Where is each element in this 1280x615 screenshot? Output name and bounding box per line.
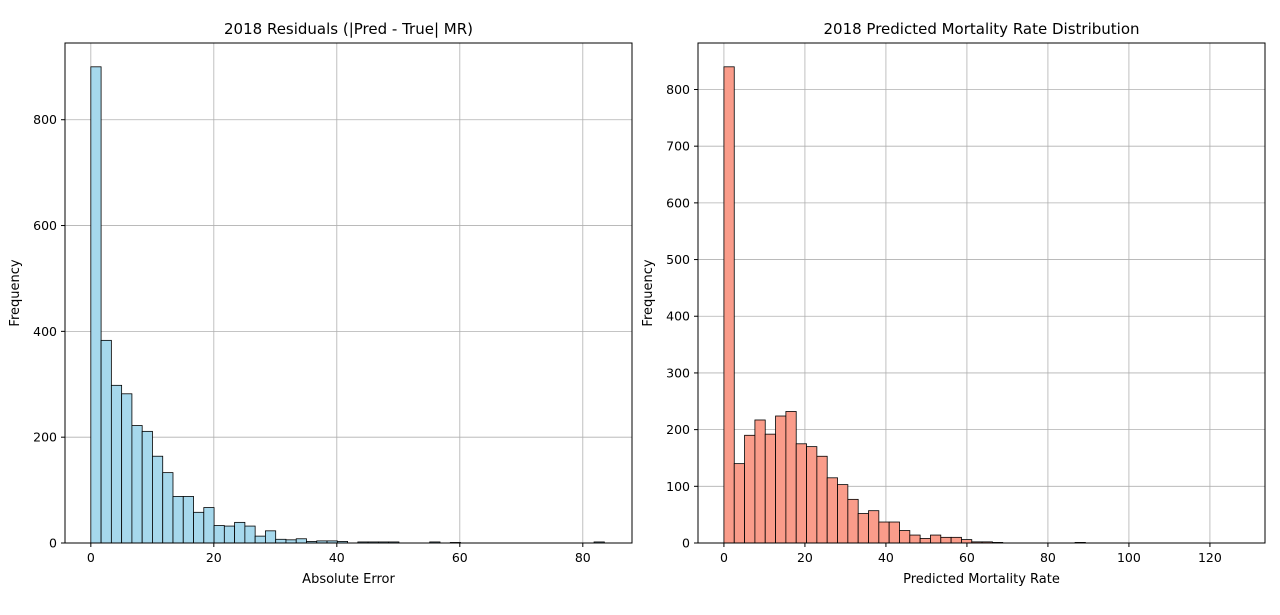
histogram-bar: [764, 433, 776, 544]
y-axis-label: Frequency: [641, 259, 656, 326]
histogram-bar: [131, 425, 143, 544]
histogram-bar: [141, 430, 153, 544]
histogram-bar: [878, 521, 890, 544]
y-tick-label: 200: [33, 430, 57, 445]
histogram-bar: [899, 530, 911, 544]
plot-frame: [697, 42, 1266, 544]
y-tick-label: 400: [666, 309, 690, 324]
histogram-bar: [826, 477, 838, 544]
histogram-bar: [203, 507, 215, 544]
histogram-bar: [816, 455, 828, 544]
y-tick-label: 600: [666, 195, 690, 210]
histogram-bar: [950, 536, 962, 544]
histogram-bar: [961, 539, 973, 544]
histogram-bar: [785, 411, 797, 544]
histogram-bar: [295, 538, 307, 544]
x-tick-label: 40: [329, 550, 345, 565]
x-tick-label: 20: [206, 550, 222, 565]
x-axis-label: Predicted Mortality Rate: [903, 572, 1060, 587]
x-tick-label: 80: [575, 550, 591, 565]
x-tick-label: 60: [452, 550, 468, 565]
y-tick-label: 500: [666, 252, 690, 267]
histogram-bar: [888, 521, 900, 544]
y-tick-label: 200: [666, 422, 690, 437]
histogram-bar: [244, 525, 256, 544]
histogram-bar: [100, 339, 112, 544]
histogram-bar: [754, 419, 766, 544]
histogram-bar: [930, 534, 942, 544]
x-tick-label: 20: [797, 550, 813, 565]
histogram-bar: [90, 66, 102, 544]
histogram-bar: [265, 530, 277, 544]
y-tick-label: 800: [666, 82, 690, 97]
histogram-bar: [162, 472, 174, 544]
chart-title: 2018 Predicted Mortality Rate Distributi…: [823, 20, 1139, 38]
y-tick-label: 0: [49, 536, 57, 551]
histogram-bar: [121, 393, 133, 544]
x-tick-label: 0: [720, 550, 728, 565]
y-axis-label: Frequency: [8, 259, 23, 326]
x-tick-label: 120: [1198, 550, 1222, 565]
x-axis-label: Absolute Error: [302, 572, 395, 587]
histogram-bar: [837, 484, 849, 544]
histogram-bar: [254, 535, 266, 544]
predicted-mortality-histogram: 0 20 40 60 80 100 120 0 100 200 300 400 500 600 700 80…: [641, 20, 1266, 587]
histogram-bar: [182, 496, 194, 544]
y-tick-label: 400: [33, 324, 57, 339]
residuals-histogram: 0 20 40 60 80 0 200 400 600 800 2018 Residuals (…: [8, 20, 633, 587]
x-tick-label: 0: [87, 550, 95, 565]
histogram-bar: [223, 525, 236, 544]
histogram-bar: [744, 434, 756, 544]
y-tick-label: 0: [682, 536, 690, 551]
y-tick-label: 600: [33, 218, 57, 233]
x-tick-label: 100: [1117, 550, 1141, 565]
histogram-bar: [172, 496, 184, 544]
chart-title: 2018 Residuals (|Pred - True| MR): [224, 20, 473, 38]
x-tick-label: 80: [1040, 550, 1056, 565]
histogram-bar: [275, 538, 287, 544]
histogram-bar: [193, 511, 205, 544]
y-tick-label: 100: [666, 479, 690, 494]
histogram-bar: [919, 538, 931, 544]
histogram-bar: [806, 446, 818, 544]
histogram-bar: [723, 66, 735, 544]
x-tick-label: 60: [959, 550, 975, 565]
histogram-bar: [940, 536, 952, 544]
histogram-bar: [733, 463, 745, 544]
histogram-bar: [857, 513, 869, 544]
histogram-bar: [234, 521, 246, 544]
plot-frame: [64, 42, 633, 544]
x-tick-label: 40: [878, 550, 894, 565]
histogram-bar: [847, 498, 859, 544]
y-tick-label: 800: [33, 112, 57, 127]
histogram-bar: [775, 415, 787, 544]
histogram-bar: [795, 443, 807, 544]
histogram-bar: [909, 534, 921, 544]
y-tick-label: 700: [666, 139, 690, 154]
histogram-bar: [213, 525, 225, 544]
histogram-bar: [110, 384, 123, 544]
y-tick-label: 300: [666, 365, 690, 380]
histogram-bar: [152, 455, 164, 544]
histogram-bar: [868, 510, 880, 544]
